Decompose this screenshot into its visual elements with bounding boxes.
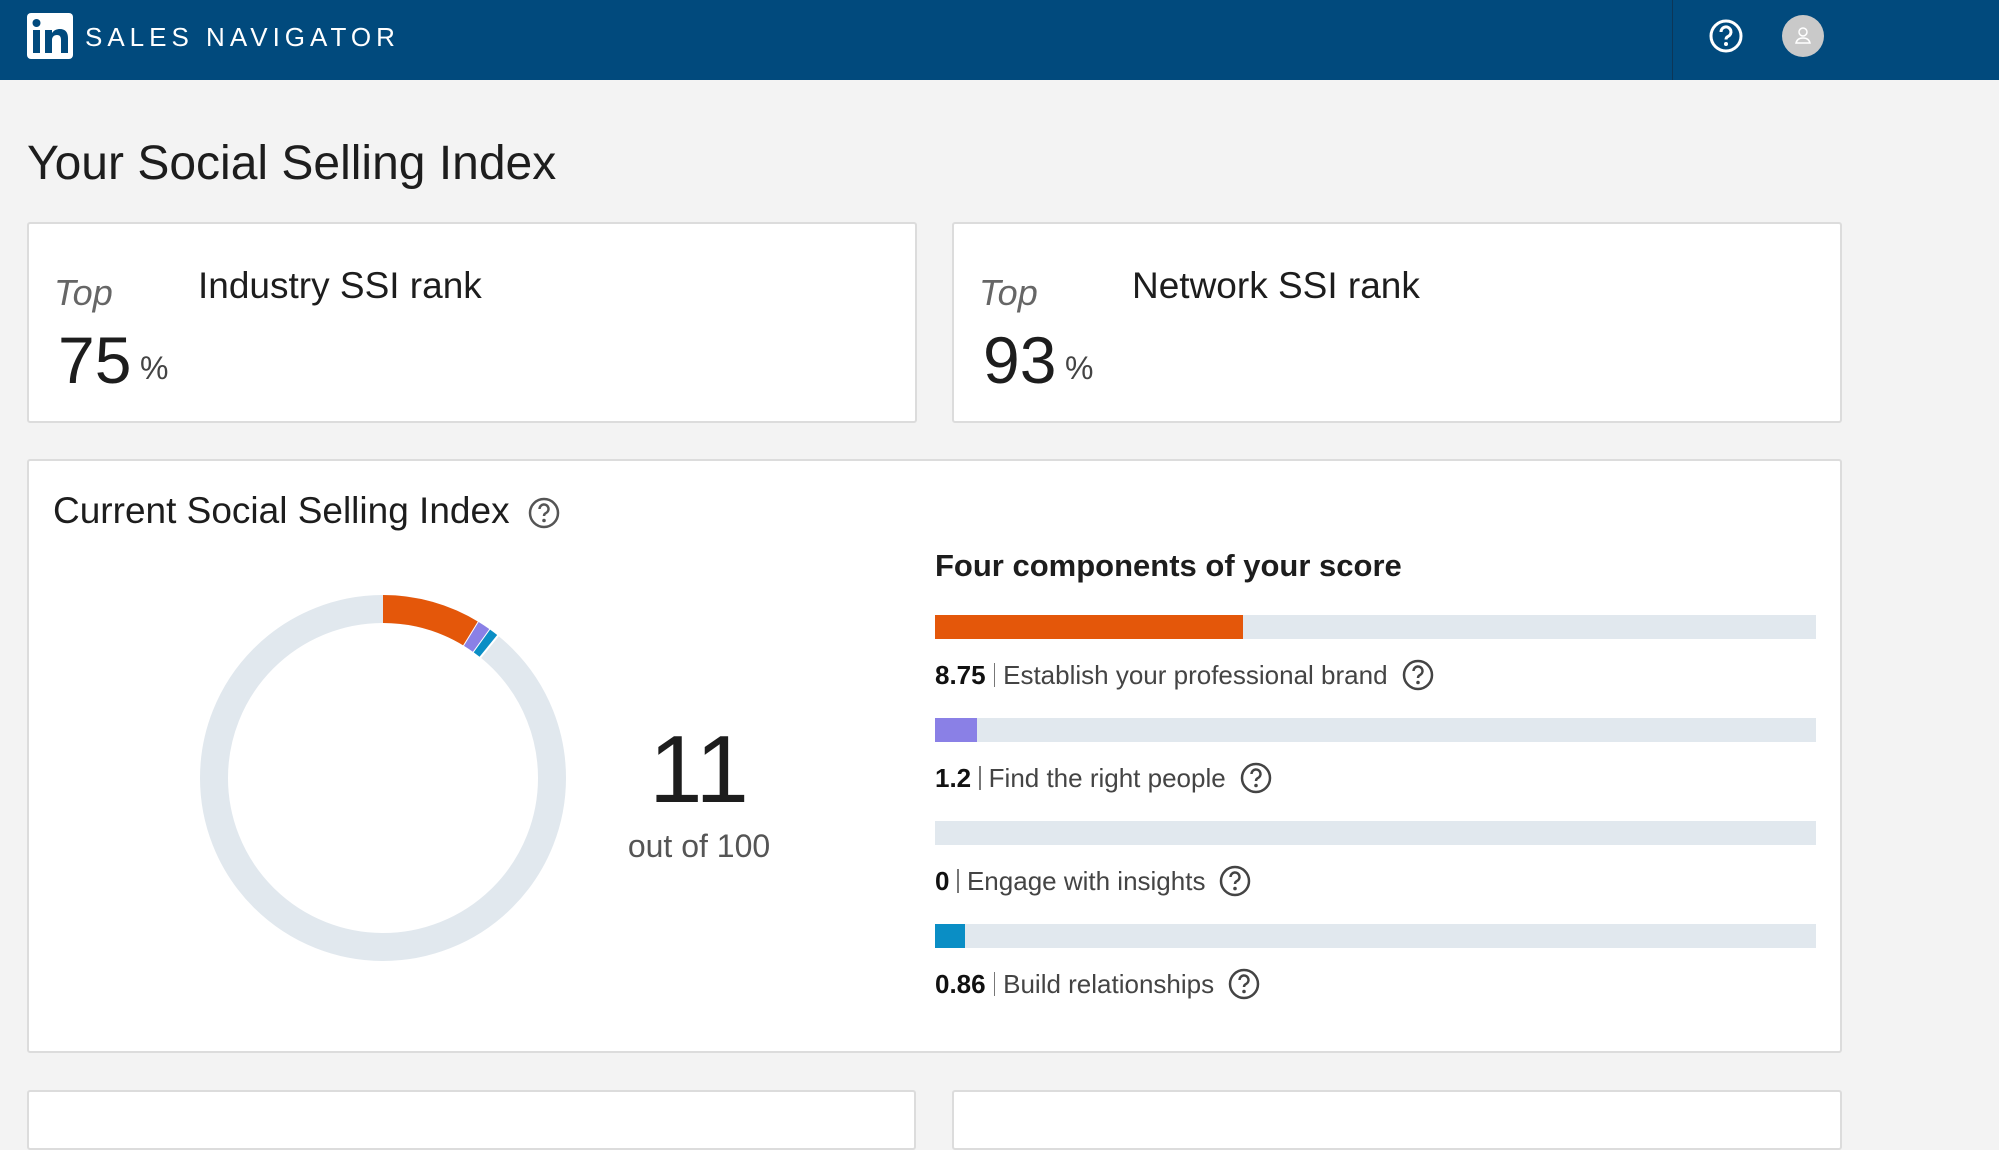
segment-gap <box>478 634 500 659</box>
donut <box>200 595 566 961</box>
help-icon[interactable] <box>1226 966 1262 1002</box>
component-value: 8.75 <box>935 659 986 690</box>
divider <box>1672 0 1673 80</box>
icon-glyph <box>1229 871 1242 885</box>
donut-segment <box>473 629 498 658</box>
component-name: Build relationships <box>1003 968 1215 999</box>
ssi-title: Current Social Selling Index <box>53 490 510 531</box>
help-icon[interactable] <box>1400 657 1436 693</box>
rank-label: Network SSI rank <box>1132 265 1420 306</box>
logo[interactable] <box>27 13 73 59</box>
icon-ring <box>1228 968 1260 1000</box>
score: 11 <box>649 716 749 823</box>
components-title: Four components of your score <box>935 548 1402 583</box>
rank-unit: % <box>1065 350 1094 386</box>
component-value: 0.86 <box>935 968 986 999</box>
rank-value: 93 <box>983 323 1057 397</box>
component-name: Establish your professional brand <box>1003 659 1388 690</box>
avatar[interactable] <box>1781 14 1825 58</box>
ssi-card <box>27 459 1842 1053</box>
separator <box>993 663 996 687</box>
icon-ring <box>528 497 560 529</box>
icon-dot <box>1233 886 1238 891</box>
page-title: Your Social Selling Index <box>27 137 557 190</box>
help-icon[interactable] <box>1238 760 1274 796</box>
component-value: 1.2 <box>935 762 972 793</box>
rank-label: Industry SSI rank <box>198 265 482 306</box>
bar-track <box>935 924 1816 948</box>
donut-segment <box>382 595 479 647</box>
rank-card <box>27 222 917 423</box>
icon-dot <box>1253 783 1258 788</box>
separator <box>993 972 996 996</box>
icon-glyph <box>1238 974 1250 988</box>
component-label: 0.86 Build relationships <box>935 966 1262 1002</box>
help-button[interactable] <box>1708 18 1744 54</box>
component-name: Find the right people <box>988 762 1226 793</box>
bar <box>935 718 978 742</box>
bar <box>935 924 966 948</box>
component-label: 0 Engage with insights <box>935 863 1253 899</box>
rank-prefix: Top <box>979 272 1038 313</box>
icon-glyph <box>538 503 550 517</box>
help-icon[interactable] <box>526 495 562 531</box>
icon-ring <box>1220 865 1251 897</box>
donut-segment <box>463 621 491 653</box>
bar-track <box>935 615 1816 639</box>
card <box>27 1090 916 1150</box>
component-value: 0 <box>935 865 950 896</box>
icon-dot <box>542 518 546 523</box>
bar <box>935 615 1244 639</box>
bar-track <box>935 821 1816 845</box>
icon-glyph <box>1249 768 1262 782</box>
separator <box>979 766 981 790</box>
score-max: out of 100 <box>627 828 771 864</box>
bar-track <box>935 718 1816 742</box>
donut-track <box>200 595 566 961</box>
brand: SALES NAVIGATOR <box>85 22 400 52</box>
rank-prefix: Top <box>54 272 113 313</box>
rank-value: 75 <box>58 323 132 397</box>
component-label: 8.75 Establish your professional brand <box>935 657 1436 693</box>
icon-ring <box>1402 659 1433 691</box>
rank-card <box>952 222 1842 423</box>
rank-unit: % <box>140 350 169 386</box>
component-name: Engage with insights <box>966 865 1206 896</box>
icon-glyph <box>1411 665 1424 679</box>
icon-ring <box>1240 762 1271 794</box>
icon-dot <box>1415 680 1420 685</box>
help-icon[interactable] <box>1217 863 1253 899</box>
card <box>952 1090 1842 1150</box>
icon-dot <box>1242 989 1246 994</box>
top-bar: SALES NAVIGATOR <box>0 0 1999 80</box>
component-label: 1.2 Find the right people <box>935 760 1274 796</box>
separator <box>957 869 959 893</box>
